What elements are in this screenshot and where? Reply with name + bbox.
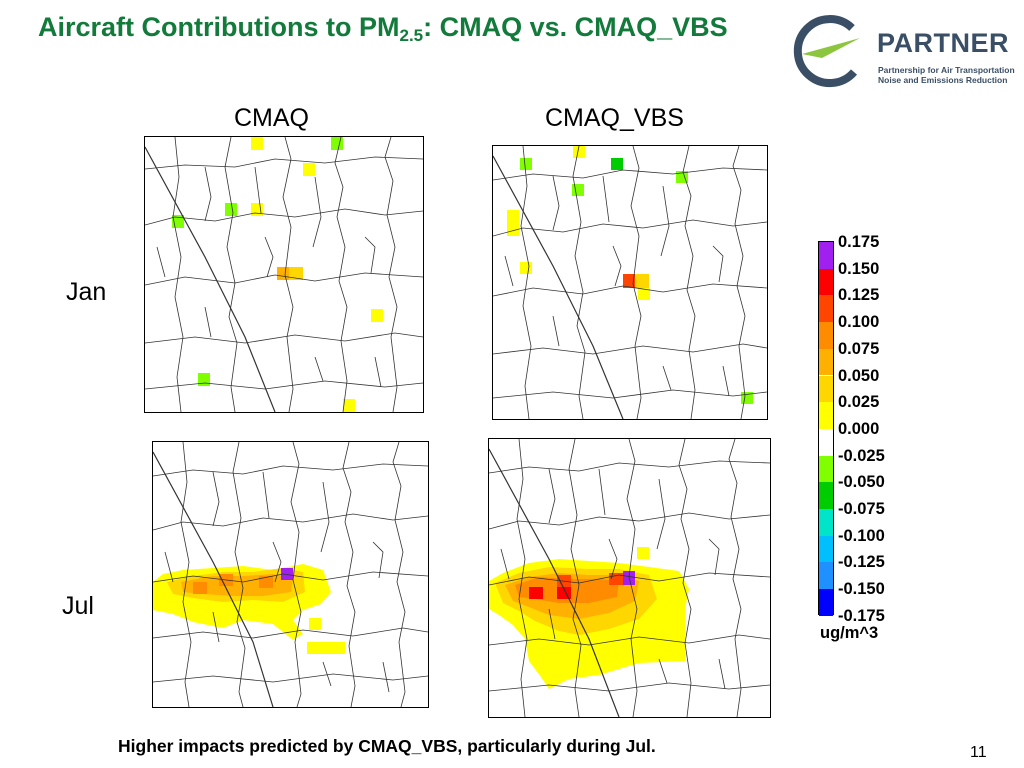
cell [343,399,355,412]
column-label-cmaq: CMAQ [234,104,309,132]
cell [637,547,649,559]
cell [529,587,543,599]
cell [635,274,649,288]
cell [251,137,263,150]
cell [572,184,584,196]
legend-swatch [819,322,833,349]
cell [251,203,263,216]
cell [193,582,207,594]
legend-swatch [819,589,833,616]
legend-label: -0.175 [838,606,885,625]
legend-swatch [819,455,833,483]
cell [259,576,273,588]
cell [225,203,237,216]
legend-swatch [819,509,833,536]
concentration-cells [153,564,345,654]
legend-swatch [819,348,833,376]
cell [198,373,210,386]
cell [611,158,623,170]
cell [520,158,532,170]
legend-label: -0.050 [838,473,885,492]
legend-colorbar [818,241,834,616]
color-legend: 0.175 0.150 0.125 0.100 0.075 0.050 0.025 0.000… [818,233,918,653]
partner-logo: PARTNER Partnership for Air Transportati… [782,10,1015,88]
map-panel-jul-cmaq [152,441,429,708]
legend-label: 0.150 [838,259,880,278]
cell [638,288,650,300]
county-boundaries [493,146,767,419]
cell [676,171,688,183]
legend-label: 0.175 [838,233,880,251]
concentration-cells [489,547,689,689]
legend-label: 0.125 [838,286,880,305]
legend-swatch [819,268,833,296]
concentration-cells [172,137,383,412]
cell [307,642,345,654]
cell [172,215,184,228]
partner-logo-icon [793,15,860,88]
county-boundaries [489,439,770,717]
column-label-cmaq-vbs: CMAQ_VBS [545,104,684,132]
row-label-jan: Jan [66,278,107,306]
legend-label: 0.100 [838,313,880,332]
legend-label: 0.050 [838,366,880,385]
legend-label: -0.025 [838,446,885,465]
cell [281,568,293,580]
cell [623,274,635,288]
legend-swatch [819,562,833,590]
legend-label: -0.075 [838,500,885,518]
map-panel-jan-cmaq-vbs [492,145,768,420]
page-number: 11 [970,744,987,761]
row-label-jul: Jul [62,592,94,620]
legend-swatch [819,535,833,563]
legend-label: -0.150 [838,580,885,599]
cell [277,267,289,280]
legend-swatch [819,428,833,456]
logo-tagline: Partnership for Air Transportation Noise… [878,65,1015,85]
legend-units: ug/m^3 [820,624,879,642]
map-panel-jul-cmaq-vbs [488,438,771,718]
logo-name: PARTNER [877,28,1010,58]
map-panel-jan-cmaq [144,136,424,413]
slide-caption: Higher impacts predicted by CMAQ_VBS, pa… [118,736,656,756]
legend-label: 0.025 [838,393,880,412]
cell [289,267,303,280]
legend-label: 0.075 [838,339,880,358]
cell [573,146,585,158]
county-boundaries [153,442,428,707]
cell [303,163,315,176]
slide-title: Aircraft Contributions to PM2.5: CMAQ vs… [38,12,728,45]
legend-label: -0.125 [838,553,885,572]
legend-swatch [819,295,833,323]
concentration-cells [507,146,753,404]
cell [371,309,383,322]
legend-swatch [819,402,833,429]
county-boundaries [145,137,423,412]
legend-label: -0.100 [838,526,885,545]
cell [309,618,321,630]
cell [331,137,343,150]
cell [520,262,532,274]
legend-swatch [819,242,833,269]
legend-swatch [819,375,833,403]
legend-swatch [819,482,833,509]
legend-label: 0.000 [838,419,880,438]
